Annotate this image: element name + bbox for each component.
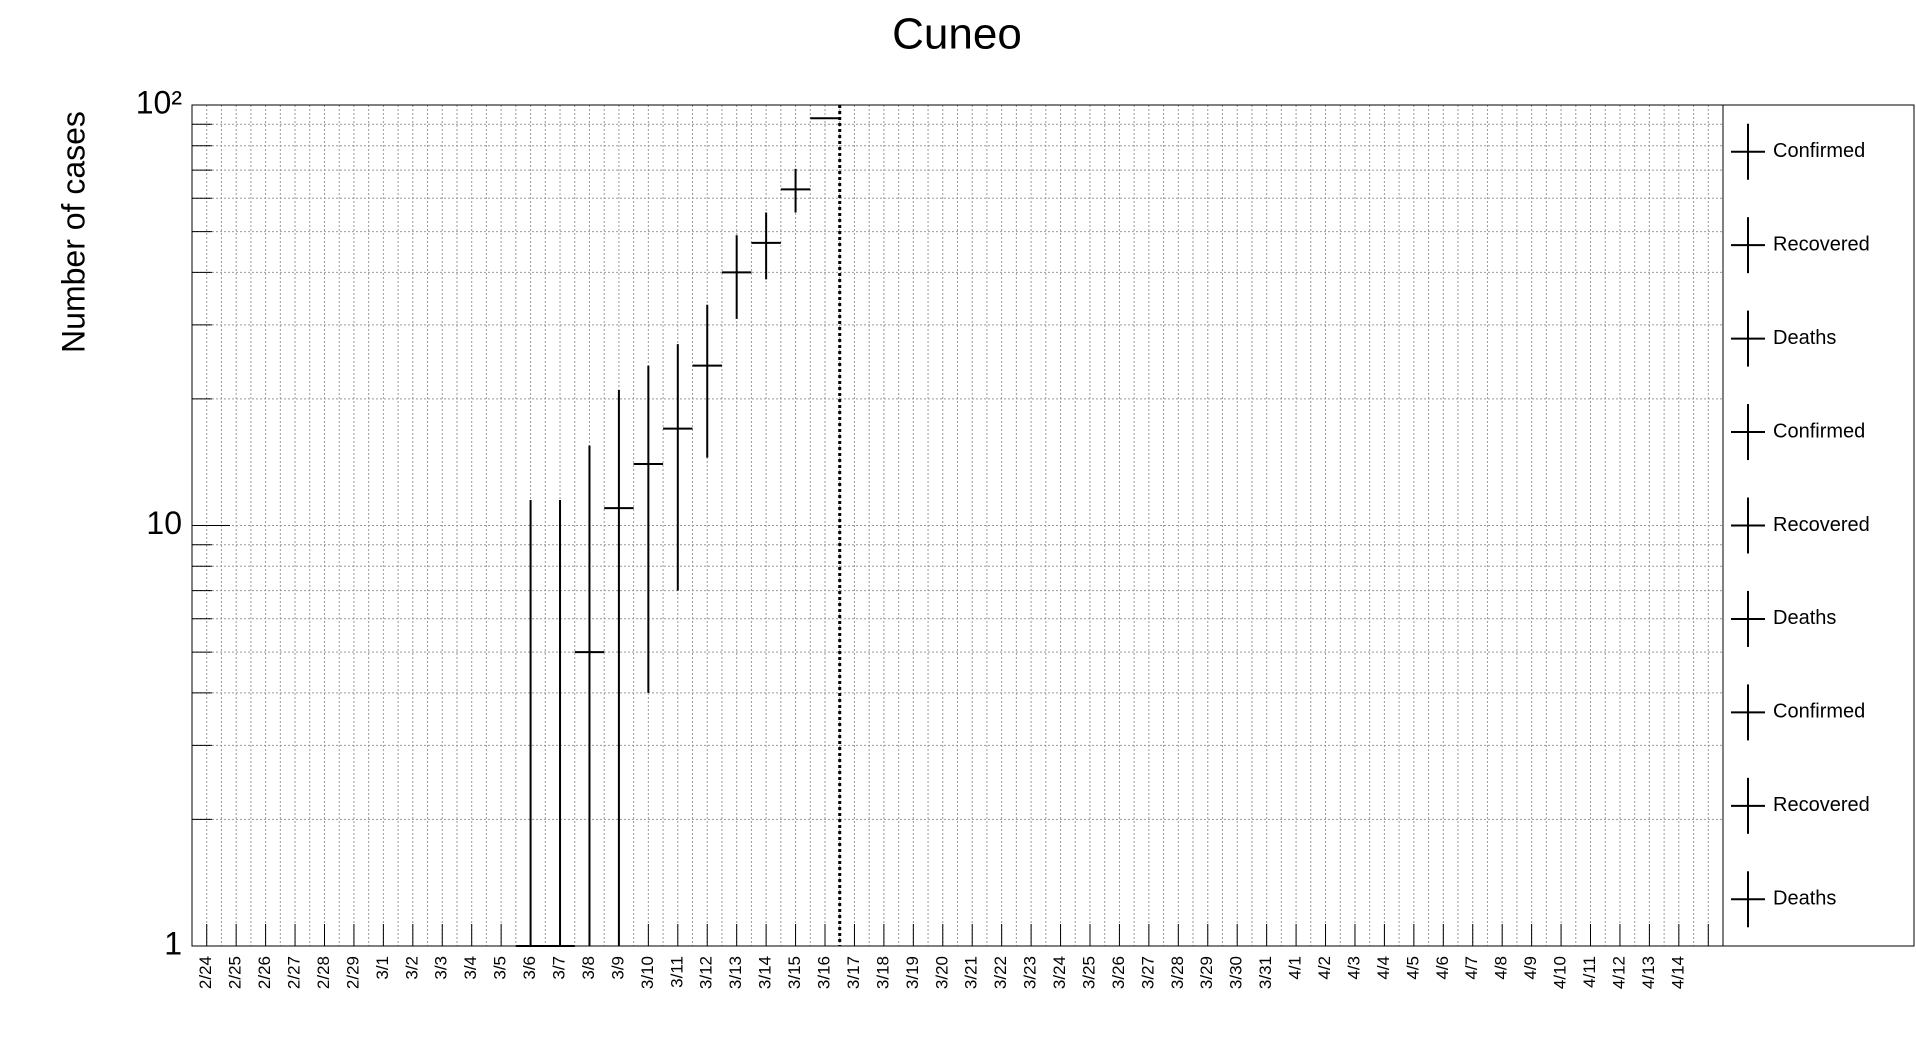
x-tick-label: 4/4 (1374, 956, 1393, 980)
legend-label: Recovered (1773, 514, 1870, 536)
x-tick-label: 3/16 (814, 956, 833, 989)
x-tick-label: 4/2 (1315, 956, 1334, 980)
legend-label: Recovered (1773, 794, 1870, 816)
x-tick-label: 3/3 (432, 956, 451, 980)
legend-label: Confirmed (1773, 140, 1865, 162)
x-tick-label: 3/28 (1168, 956, 1187, 989)
x-tick-label: 3/8 (579, 956, 598, 980)
chart-title: Cuneo (892, 10, 1022, 59)
x-tick-label: 4/10 (1551, 956, 1570, 989)
x-tick-label: 2/27 (285, 956, 304, 989)
x-tick-label: 4/5 (1403, 956, 1422, 980)
x-tick-label: 4/12 (1609, 956, 1628, 989)
x-tick-label: 4/7 (1462, 956, 1481, 980)
x-tick-label: 3/21 (962, 956, 981, 989)
y-tick-label: 1 (164, 925, 182, 961)
x-tick-label: 3/15 (785, 956, 804, 989)
x-tick-label: 3/12 (697, 956, 716, 989)
legend-label: Deaths (1773, 888, 1836, 910)
x-tick-label: 3/19 (903, 956, 922, 989)
legend-label: Recovered (1773, 233, 1870, 255)
x-tick-label: 2/29 (343, 956, 362, 989)
x-tick-label: 3/9 (608, 956, 627, 980)
legend-label: Confirmed (1773, 420, 1865, 442)
y-tick-label: 10 (146, 505, 182, 541)
x-tick-label: 4/8 (1492, 956, 1511, 980)
x-tick-label: 3/4 (461, 956, 480, 980)
x-tick-label: 3/17 (844, 956, 863, 989)
x-tick-label: 3/11 (667, 956, 686, 988)
x-tick-label: 4/3 (1344, 956, 1363, 980)
x-tick-label: 3/2 (402, 956, 421, 980)
x-tick-label: 2/24 (196, 956, 215, 989)
x-tick-label: 4/9 (1521, 956, 1540, 980)
x-tick-label: 3/13 (726, 956, 745, 989)
legend-label: Confirmed (1773, 701, 1865, 723)
x-tick-label: 3/23 (1021, 956, 1040, 989)
x-tick-label: 3/6 (520, 956, 539, 980)
x-tick-label: 3/14 (756, 956, 775, 989)
x-tick-label: 3/27 (1138, 956, 1157, 989)
x-tick-label: 4/14 (1668, 956, 1687, 989)
x-tick-label: 3/22 (991, 956, 1010, 989)
legend-label: Deaths (1773, 607, 1836, 629)
x-tick-label: 4/6 (1433, 956, 1452, 980)
x-tick-label: 3/7 (550, 956, 569, 980)
x-tick-label: 3/24 (1050, 956, 1069, 989)
x-tick-label: 3/10 (638, 956, 657, 989)
legend-label: Deaths (1773, 327, 1836, 349)
x-tick-label: 3/29 (1197, 956, 1216, 989)
x-tick-label: 3/26 (1109, 956, 1128, 989)
y-axis-label: Number of cases (55, 111, 91, 353)
x-tick-label: 3/30 (1227, 956, 1246, 989)
x-tick-label: 2/25 (226, 956, 245, 989)
x-tick-label: 3/5 (491, 956, 510, 980)
x-tick-label: 4/11 (1580, 956, 1599, 988)
legend-box (1722, 104, 1915, 947)
x-tick-label: 4/13 (1639, 956, 1658, 989)
x-tick-label: 3/1 (373, 956, 392, 980)
x-tick-label: 3/18 (873, 956, 892, 989)
x-tick-label: 3/25 (1079, 956, 1098, 989)
x-tick-label: 3/31 (1256, 956, 1275, 989)
x-tick-label: 2/28 (314, 956, 333, 989)
x-tick-label: 4/1 (1286, 956, 1305, 980)
x-tick-label: 3/20 (932, 956, 951, 989)
y-tick-label: 10² (136, 84, 183, 120)
x-tick-label: 2/26 (255, 956, 274, 989)
